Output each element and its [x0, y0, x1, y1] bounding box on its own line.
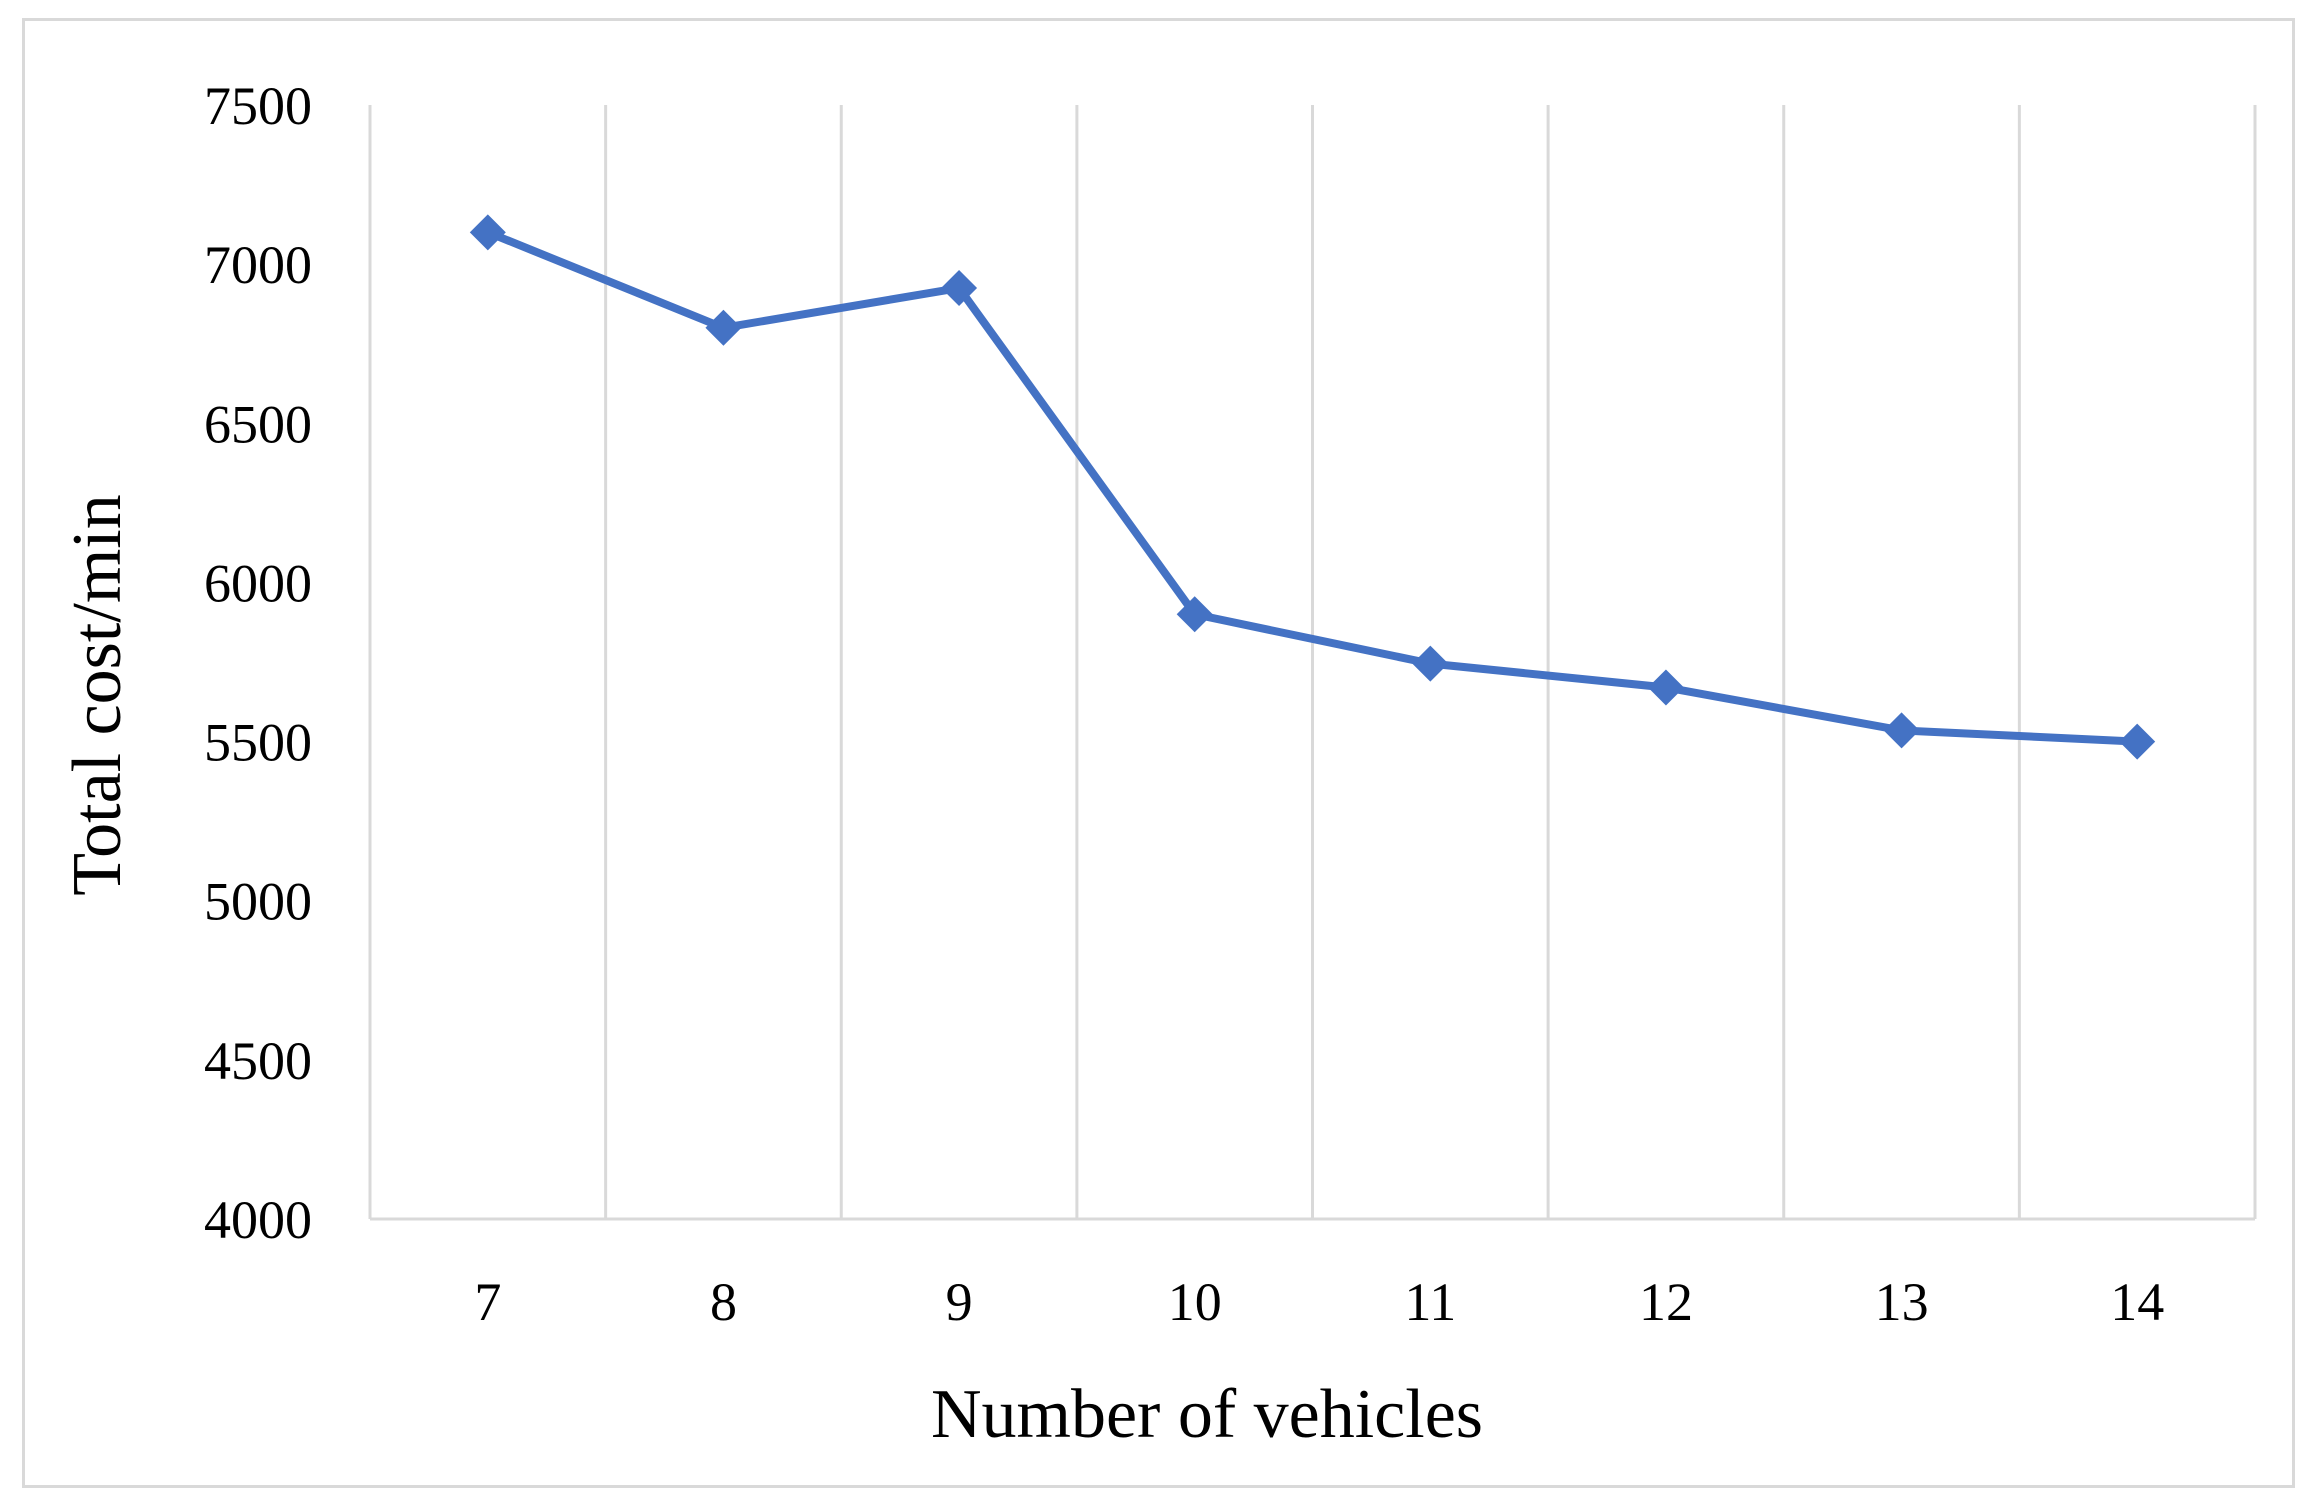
data-point-marker — [941, 270, 978, 307]
y-tick-label: 7500 — [204, 76, 312, 136]
x-tick-label: 8 — [710, 1272, 737, 1332]
series-line — [486, 228, 2138, 746]
chart-frame — [22, 18, 2295, 1488]
y-axis-title: Total cost/min — [59, 494, 136, 895]
x-tick-label: 9 — [946, 1272, 973, 1332]
y-tick-label: 5500 — [204, 713, 312, 773]
x-tick-label: 10 — [1168, 1272, 1222, 1332]
data-point-marker — [1176, 596, 1213, 633]
tick-labels: 7 8 9 10 11 12 13 14 4000 4500 5000 5500 6000 6500 700… — [204, 76, 2164, 1332]
x-tick-label: 11 — [1404, 1272, 1456, 1332]
y-tick-label: 6500 — [204, 394, 312, 454]
data-point-marker — [2119, 723, 2156, 760]
y-tick-label: 7000 — [204, 235, 312, 295]
data-point-marker — [1412, 645, 1449, 682]
x-tick-label: 7 — [474, 1272, 501, 1332]
y-tick-label: 6000 — [204, 553, 312, 613]
x-tick-label: 13 — [1875, 1272, 1929, 1332]
x-tick-label: 14 — [2110, 1272, 2164, 1332]
x-tick-label: 12 — [1639, 1272, 1693, 1332]
data-series — [469, 214, 2156, 760]
x-axis-title: Number of vehicles — [931, 1376, 1483, 1453]
gridlines — [368, 105, 2257, 1219]
y-tick-label: 5000 — [204, 872, 312, 932]
data-point-marker — [705, 309, 742, 346]
data-point-marker — [1883, 712, 1920, 749]
y-tick-label: 4500 — [204, 1031, 312, 1091]
y-tick-label: 4000 — [204, 1190, 312, 1250]
data-point-marker — [1647, 669, 1684, 706]
data-point-marker — [469, 214, 506, 251]
